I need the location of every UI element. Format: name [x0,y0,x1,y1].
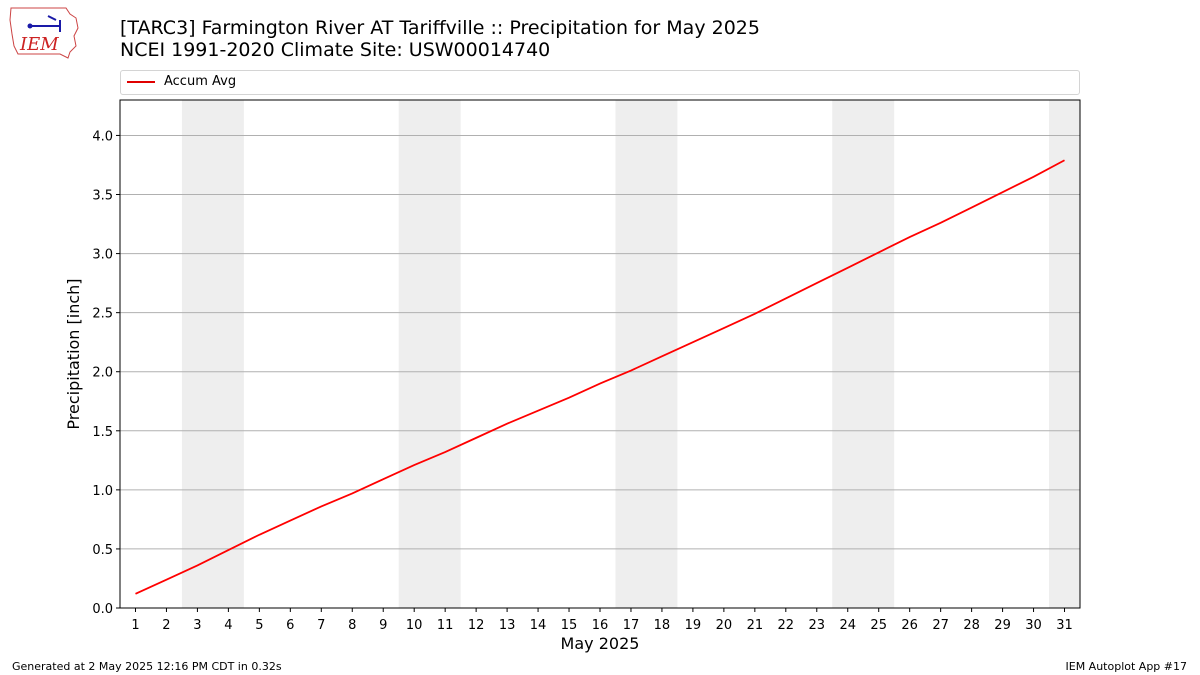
x-axis-label: May 2025 [561,634,640,653]
xtick-label-13: 14 [530,618,547,633]
weekend-shade-0 [181,100,244,608]
xtick-label-30: 31 [1056,618,1073,633]
ytick-label-7: 3.5 [92,189,113,204]
xtick-label-20: 21 [747,618,764,633]
chart-subtitle: NCEI 1991-2020 Climate Site: USW00014740 [120,39,551,61]
xtick-label-29: 30 [1025,618,1042,633]
xtick-label-8: 9 [379,618,387,633]
xtick-label-25: 26 [901,618,918,633]
xtick-label-10: 11 [437,618,454,633]
xtick-label-23: 24 [839,618,856,633]
xtick-label-3: 4 [224,618,232,633]
xtick-label-18: 19 [685,618,702,633]
xtick-label-15: 16 [592,618,609,633]
xtick-label-12: 13 [499,618,516,633]
footer-app: IEM Autoplot App #17 [1065,660,1188,673]
xtick-label-16: 17 [623,618,640,633]
xtick-label-21: 22 [778,618,795,633]
ytick-label-5: 2.5 [92,307,113,322]
xtick-label-24: 25 [870,618,887,633]
xtick-label-1: 2 [162,618,170,633]
legend-label-accum-avg: Accum Avg [164,74,237,89]
xtick-label-26: 27 [932,618,949,633]
xtick-label-19: 20 [716,618,733,633]
ytick-label-4: 2.0 [92,366,113,381]
ytick-label-0: 0.0 [92,602,113,617]
xtick-label-27: 28 [963,618,980,633]
footer-generated: Generated at 2 May 2025 12:16 PM CDT in … [12,660,282,673]
legend-swatch-accum-avg [127,81,155,83]
xtick-label-22: 23 [809,618,826,633]
xtick-label-5: 6 [286,618,294,633]
ytick-label-8: 4.0 [92,129,113,144]
xtick-label-14: 15 [561,618,578,633]
xtick-label-4: 5 [255,618,263,633]
chart-title: [TARC3] Farmington River AT Tariffville … [120,17,760,39]
svg-text:IEM: IEM [19,34,59,55]
y-axis-label: Precipitation [inch] [64,278,83,429]
weekend-shade-4 [1049,100,1080,608]
xtick-label-9: 10 [406,618,423,633]
ytick-label-1: 0.5 [92,543,113,558]
ytick-label-3: 1.5 [92,425,113,440]
xtick-label-11: 12 [468,618,485,633]
ytick-label-2: 1.0 [92,484,113,499]
xtick-label-28: 29 [994,618,1011,633]
weekend-shade-1 [398,100,461,608]
legend: Accum Avg [120,70,1080,95]
xtick-label-2: 3 [193,618,201,633]
xtick-label-7: 8 [348,618,356,633]
xtick-label-0: 1 [131,618,139,633]
weekend-shade-3 [832,100,895,608]
iem-logo: IEM [9,7,79,59]
series-line-accum-avg [135,159,1065,595]
xtick-label-17: 18 [654,618,671,633]
ytick-label-6: 3.0 [92,248,113,263]
xtick-label-6: 7 [317,618,325,633]
